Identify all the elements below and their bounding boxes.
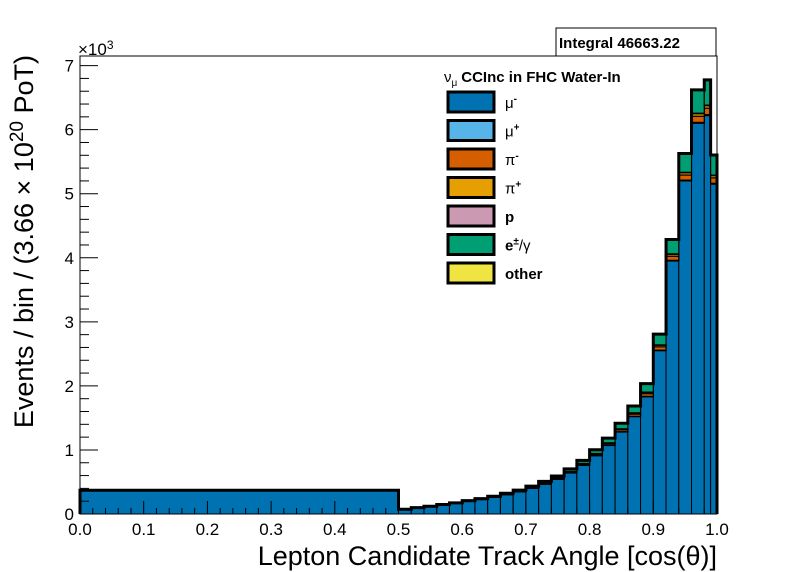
legend-swatch (446, 261, 496, 285)
stacked-bars (79, 79, 718, 515)
y-axis-multiplier: ×103 (78, 38, 114, 59)
svg-text:Integral 46663.22: Integral 46663.22 (559, 35, 680, 52)
x-tick-label: 0.1 (132, 520, 156, 539)
bar-π--bin-22 (665, 255, 680, 261)
x-tick-label: 0.9 (641, 520, 665, 539)
total-outline (78, 78, 719, 514)
legend-swatch (446, 233, 496, 256)
y-tick-label: 3 (65, 313, 74, 332)
legend-entry-μ+: μ+ (446, 119, 520, 142)
bar-e±/γ-bin-22 (665, 239, 680, 255)
bar-μ--bin-21 (652, 350, 667, 515)
y-tick-label: 4 (65, 249, 74, 268)
bar-π--bin-23 (678, 174, 693, 181)
bar-e±/γ-bin-21 (652, 333, 667, 346)
legend-label: π- (505, 151, 519, 169)
y-tick-label: 6 (65, 121, 74, 140)
legend: νμ CCInc in FHC Water-In μ-μ+ π-π+ p e±/γ oth… (444, 69, 621, 285)
bar-μ--bin-0 (79, 489, 399, 515)
legend-label: μ- (505, 94, 517, 112)
bar-π--bin-24 (690, 115, 705, 123)
bar-μ--bin-11 (525, 487, 540, 515)
legend-entry-p: p (446, 204, 514, 228)
y-axis: 0 1 2 3 4 5 6 7 (65, 57, 98, 524)
bar-μ--bin-10 (512, 491, 527, 515)
bar-μ--bin-6 (461, 501, 476, 515)
bar-μ--bin-25 (703, 115, 712, 515)
legend-label: other (505, 266, 543, 283)
bar-μ--bin-24 (691, 122, 705, 515)
x-tick-label: 0.0 (68, 520, 92, 539)
y-tick-label: 1 (65, 441, 74, 460)
bar-μ--bin-12 (538, 483, 552, 515)
bar-μ--bin-5 (448, 502, 463, 515)
legend-label: π+ (505, 180, 521, 198)
legend-entry-π-: π- (446, 147, 519, 171)
x-axis: 0.0 0.1 0.2 0.3 0.4 0.5 0.6 0.7 0.8 0.9 1.0 (68, 501, 729, 539)
legend-header: νμ CCInc in FHC Water-In (444, 69, 621, 89)
y-tick-label: 7 (65, 57, 74, 76)
legend-entry-μ-: μ- (446, 90, 517, 114)
x-tick-label: 1.0 (705, 520, 729, 539)
bar-e±/γ-bin-23 (678, 153, 693, 173)
legend-swatch (446, 176, 496, 199)
legend-label: p (505, 209, 514, 226)
bar-μ--bin-16 (589, 455, 603, 515)
legend-swatch (446, 90, 496, 114)
x-tick-label: 0.4 (323, 520, 347, 539)
bar-μ--bin-4 (436, 504, 450, 515)
bar-μ--bin-23 (678, 180, 693, 515)
bar-μ--bin-22 (665, 260, 680, 515)
bar-μ--bin-18 (614, 431, 629, 515)
legend-entry-e±/γ: e±/γ (446, 233, 531, 256)
y-tick-label: 0 (65, 505, 74, 524)
x-axis-title: Lepton Candidate Track Angle [cos(θ)] (258, 541, 717, 571)
x-tick-label: 0.3 (259, 520, 283, 539)
bar-μ--bin-7 (474, 499, 489, 515)
bar-e±/γ-bin-24 (690, 89, 705, 114)
legend-label: e±/γ (505, 237, 531, 255)
y-axis-title: Events / bin / (3.66 × 1020 PoT) (7, 55, 39, 428)
bar-μ--bin-13 (550, 478, 565, 515)
legend-entry-π+: π+ (446, 176, 521, 199)
bar-μ--bin-9 (499, 494, 514, 515)
x-tick-label: 0.5 (387, 520, 411, 539)
stats-box: Integral 46663.22 (555, 27, 717, 57)
legend-swatch (446, 147, 496, 171)
legend-label: μ+ (505, 123, 520, 141)
bar-μ--bin-19 (627, 416, 642, 515)
legend-entry-other: other (446, 261, 543, 285)
x-tick-label: 0.8 (578, 520, 602, 539)
legend-swatch (446, 204, 496, 228)
bar-μ--bin-17 (601, 444, 616, 515)
bar-μ--bin-14 (563, 472, 578, 515)
bar-μ--bin-20 (640, 396, 654, 515)
x-tick-label: 0.7 (514, 520, 538, 539)
y-tick-label: 5 (65, 185, 74, 204)
legend-swatch (446, 119, 496, 142)
y-tick-label: 2 (65, 377, 74, 396)
x-tick-label: 0.6 (450, 520, 474, 539)
x-tick-label: 0.2 (196, 520, 220, 539)
bar-μ--bin-8 (487, 496, 501, 515)
bar-μ--bin-15 (576, 464, 591, 515)
